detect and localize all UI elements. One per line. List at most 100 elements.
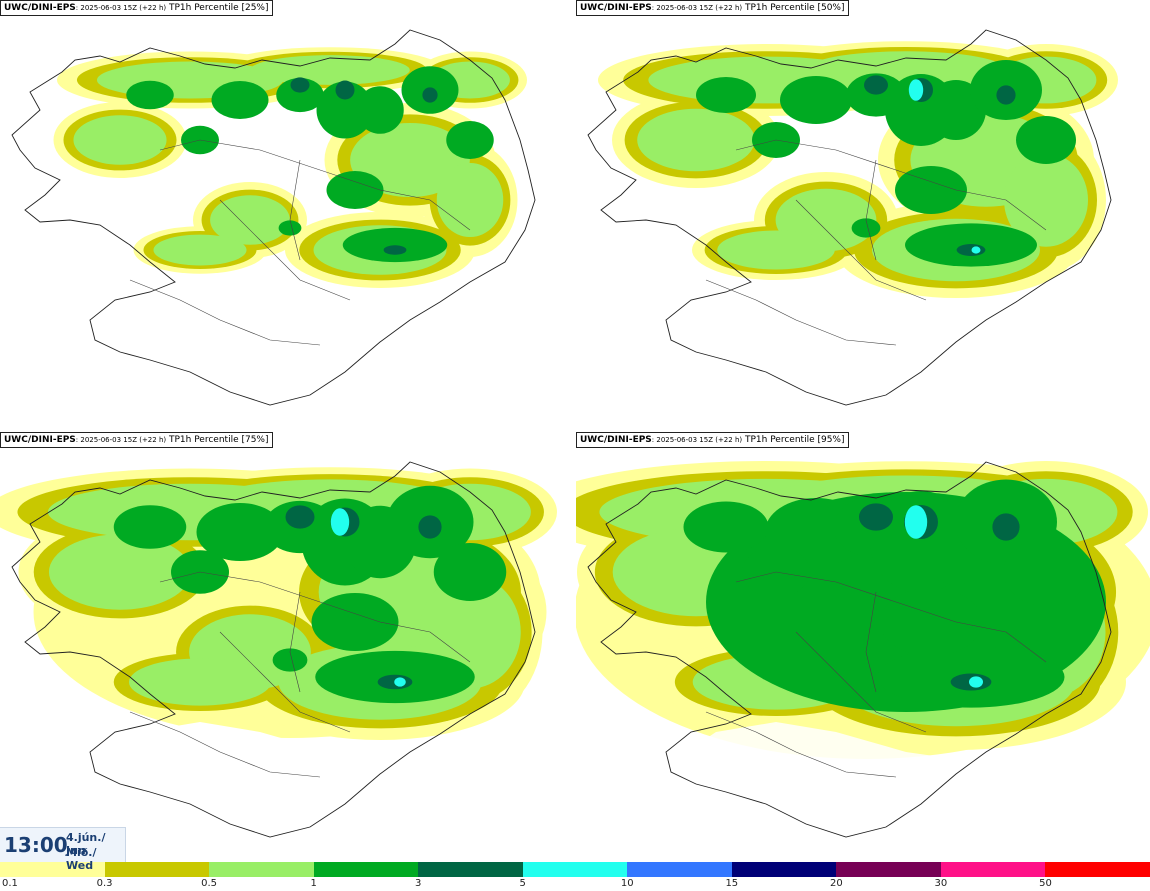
precip-area-very-heavy xyxy=(864,75,888,95)
panel-divider xyxy=(574,0,576,862)
map-panel-p95: UWC/DINI-EPS: 2025-06-03 15Z (+22 h) TP1… xyxy=(576,432,1150,862)
precip-area-medium xyxy=(128,658,272,706)
precip-area-medium xyxy=(637,108,755,172)
dry-area xyxy=(95,290,470,425)
precip-area-heavy xyxy=(845,646,887,674)
road-network xyxy=(705,571,1047,778)
legend-tick-label: 0.1 xyxy=(2,878,18,889)
precip-area-medium xyxy=(250,55,410,85)
precip-area-intense xyxy=(969,676,983,688)
legend-tick-label: 3 xyxy=(414,878,422,889)
panel-title: UWC/DINI-EPS: 2025-06-03 15Z (+22 h) TP1… xyxy=(576,0,849,16)
precip-area-heavy xyxy=(895,166,967,214)
precip-area-very-heavy xyxy=(422,87,438,103)
precip-area-very-heavy xyxy=(859,503,893,531)
precip-area-medium xyxy=(73,115,167,165)
legend-swatch xyxy=(940,862,1046,877)
legend-swatch xyxy=(627,862,732,877)
valid-time: 13:00 xyxy=(4,833,68,857)
map-panel-p25: UWC/DINI-EPS: 2025-06-03 15Z (+22 h) TP1… xyxy=(0,0,574,430)
precip-area-heavy xyxy=(211,81,269,119)
precip-area-heavy xyxy=(276,77,324,113)
precip-area-heavy xyxy=(311,593,399,651)
legend-swatch xyxy=(836,862,941,877)
precip-area-heavy xyxy=(851,218,881,238)
precip-area-medium xyxy=(153,234,247,266)
precip-area-medium xyxy=(350,122,470,198)
color-scale-legend xyxy=(0,862,1150,877)
legend-swatch xyxy=(522,862,628,877)
map-panel-p50: UWC/DINI-EPS: 2025-06-03 15Z (+22 h) TP1… xyxy=(576,0,1150,430)
legend-tick-label: 5 xyxy=(519,878,526,889)
legend-tick-label: 0.3 xyxy=(96,878,113,889)
map-panel-p75: UWC/DINI-EPS: 2025-06-03 15Z (+22 h) TP1… xyxy=(0,432,574,862)
valid-weekday: Mið./ Wed xyxy=(66,846,97,872)
panel-title: UWC/DINI-EPS: 2025-06-03 15Z (+22 h) TP1… xyxy=(576,432,849,448)
panel-title: UWC/DINI-EPS: 2025-06-03 15Z (+22 h) TP1… xyxy=(0,432,273,448)
legend-swatch xyxy=(0,862,105,877)
dry-area xyxy=(671,722,1046,857)
precip-area-intense xyxy=(971,246,981,254)
precip-area-very-heavy xyxy=(996,85,1016,105)
color-scale-labels: 0.1 0.3 0.5 1 3 5 10 15 20 30 50 xyxy=(0,877,1150,891)
legend-tick-label: 15 xyxy=(725,878,739,889)
precip-area-heavy xyxy=(126,80,174,110)
legend-swatch xyxy=(313,862,419,877)
legend-swatch xyxy=(209,862,314,877)
legend-swatch xyxy=(418,862,523,877)
road-network xyxy=(129,571,471,778)
precip-area-heavy xyxy=(1016,116,1076,164)
road-network xyxy=(129,139,471,346)
legend-tick-label: 1 xyxy=(310,878,317,889)
precip-area-heavy xyxy=(780,76,852,124)
legend-tick-label: 30 xyxy=(934,878,948,889)
precip-area-very-heavy xyxy=(956,244,986,256)
dry-area xyxy=(95,722,470,857)
precip-area-heavy xyxy=(326,171,384,209)
precip-area-medium xyxy=(210,195,290,245)
panel-title: UWC/DINI-EPS: 2025-06-03 15Z (+22 h) TP1… xyxy=(0,0,273,16)
precip-area-heavy xyxy=(1003,538,1089,606)
precip-area-intense xyxy=(330,508,350,536)
precip-map xyxy=(587,29,1118,425)
precip-area-heavy xyxy=(880,588,982,656)
legend-swatch xyxy=(1045,862,1150,877)
precip-area-very-heavy xyxy=(290,77,310,93)
precip-area-heavy xyxy=(272,648,308,672)
road-network xyxy=(705,139,1047,346)
precip-area-very-heavy xyxy=(418,515,442,539)
precip-area-heavy xyxy=(113,505,187,549)
precip-area-heavy xyxy=(446,121,494,159)
coastline xyxy=(587,461,1112,838)
precip-area-heavy xyxy=(356,86,404,134)
precip-area-very-heavy xyxy=(335,80,355,100)
legend-tick-label: 20 xyxy=(829,878,843,889)
precip-area-medium xyxy=(48,534,192,610)
legend-tick-label: 10 xyxy=(620,878,634,889)
precip-map xyxy=(0,461,557,857)
precip-area-medium xyxy=(1004,153,1088,247)
precip-area-very-heavy xyxy=(992,513,1020,541)
legend-tick-label: 50 xyxy=(1039,878,1052,889)
precip-area-heavy xyxy=(342,227,448,263)
precip-area-heavy xyxy=(683,501,769,553)
precip-map xyxy=(576,461,1150,857)
legend-swatch xyxy=(731,862,837,877)
precip-area-intense xyxy=(908,79,924,101)
precip-area-medium xyxy=(717,230,835,270)
precip-map xyxy=(11,29,536,425)
dry-area xyxy=(671,290,1046,425)
coastline xyxy=(587,29,1112,406)
legend-swatch xyxy=(104,862,210,877)
coastline xyxy=(11,461,536,838)
precip-area-heavy xyxy=(196,503,284,561)
valid-date: 4.jún./ Jun xyxy=(66,831,106,857)
precip-area-heavy xyxy=(316,81,374,139)
precip-area-medium xyxy=(436,162,504,238)
precip-area-heavy xyxy=(696,77,756,113)
legend-tick-label: 0.5 xyxy=(201,878,218,889)
valid-time-box: 13:00 4.jún./ Jun Mið./ Wed xyxy=(0,827,126,872)
precip-area-very-heavy xyxy=(285,505,315,529)
coastline xyxy=(11,29,536,406)
precip-area-very-heavy xyxy=(383,245,407,255)
